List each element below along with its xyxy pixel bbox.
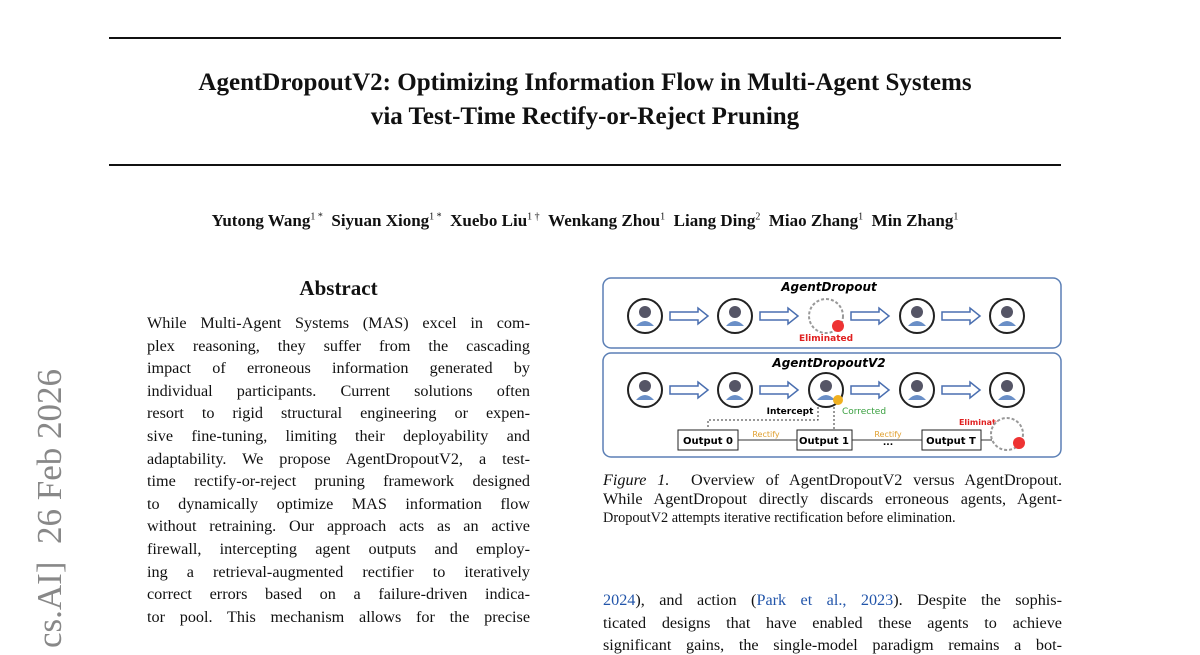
output-box: Output 1 [799, 436, 849, 447]
author-name: Miao Zhang [768, 211, 859, 230]
author: Min Zhang1 [872, 211, 959, 230]
abstract-line: While Multi-Agent Systems (MAS) excel in… [147, 314, 530, 332]
citation: Park et al., 2023 [756, 591, 894, 609]
citation: 2024 [603, 591, 636, 609]
abstract-line: individual participants. Current solutio… [147, 381, 530, 400]
corrected-label: Corrected [842, 407, 886, 417]
intercept-label: Intercept [767, 407, 814, 417]
author-name: Min Zhang [871, 211, 954, 230]
category: cs.AI] [30, 561, 69, 649]
caption: Figure 1. Overview of AgentDropoutV2 ver… [603, 471, 1062, 528]
caption-label: Figure 1. [603, 471, 670, 489]
body-line: significant gains, the single-model para… [603, 636, 1062, 655]
date: 26 Feb 2026 [30, 369, 69, 544]
text: ). Despite the sophis- [893, 591, 1062, 609]
abstract-line: time rectify-or-reject pruning framework… [147, 472, 530, 491]
authors: Yutong Wang1 * Siyuan Xiong1 * Xuebo Liu… [0, 211, 1170, 231]
author: Yutong Wang1 * [212, 211, 332, 230]
author-name: Wenkang Zhou [548, 211, 661, 230]
rectify-label: Rectify [752, 430, 780, 439]
eliminated-label: Eliminated [799, 334, 853, 344]
text: ticated designs that have enabled these … [603, 613, 1062, 632]
body-line: 2024), and action (Park et al., 2023). D… [603, 591, 1062, 610]
affiliation: 1 * [429, 211, 442, 223]
abstract-line: sive fine-tuning, limiting their deploya… [147, 427, 530, 445]
affiliation: 1 † [527, 211, 540, 223]
author: Liang Ding2 [674, 211, 769, 230]
abstract-line: correct errors based on a failure-driven… [147, 585, 530, 604]
abstract-line: ing a retrieval-augmented rectifier to i… [147, 562, 530, 581]
figure: AgentDropout Eliminated AgentDropoutV2 I… [602, 277, 1062, 458]
affiliation: 2 [755, 211, 761, 223]
eliminated-label: Eliminated [959, 418, 1007, 427]
abstract-line: to dynamically optimize MAS information … [147, 494, 530, 513]
title-line: AgentDropoutV2: Optimizing Information F… [198, 69, 972, 96]
abstract-line: impact of erroneous information generate… [147, 359, 530, 378]
affiliation: 1 [953, 211, 959, 223]
abstract-line: firewall, intercepting agent outputs and… [147, 540, 530, 558]
output-box: Output 0 [683, 436, 733, 447]
affiliation: 1 * [310, 211, 323, 223]
affiliation: 1 [858, 211, 864, 223]
abstract-line: resort to rigid structural engineering o… [147, 404, 530, 423]
author: Miao Zhang1 [769, 211, 872, 230]
abstract-line: adaptability. We propose AgentDropoutV2,… [147, 449, 530, 468]
ellipsis: ... [883, 438, 893, 448]
abstract-line: plex reasoning, they suffer from the cas… [147, 336, 530, 355]
rule [109, 37, 1061, 39]
author: Wenkang Zhou1 [548, 211, 673, 230]
author-name: Yutong Wang [211, 211, 311, 230]
text: significant gains, the single-model para… [603, 636, 1062, 655]
panel-title: AgentDropout [780, 280, 878, 294]
author-name: Xuebo Liu [450, 211, 528, 230]
caption-line: Overview of AgentDropoutV2 versus AgentD… [691, 471, 1062, 489]
text: ), and action ( [635, 591, 757, 609]
author-name: Liang Ding [673, 211, 756, 230]
caption-line: While AgentDropout directly discards err… [603, 490, 1062, 508]
rectify-label: Rectify [874, 430, 902, 439]
author: Xuebo Liu1 † [450, 211, 548, 230]
affiliation: 1 [660, 211, 666, 223]
abstract-line: without retraining. Our approach acts as… [147, 517, 530, 536]
rule [109, 164, 1061, 166]
caption-line: DropoutV2 attempts iterative rectificati… [603, 510, 956, 526]
author: Siyuan Xiong1 * [331, 211, 450, 230]
body-line: ticated designs that have enabled these … [603, 614, 1062, 633]
abstract-line: tor pool. This mechanism allows for the … [147, 607, 530, 626]
output-box: Output T [926, 436, 976, 447]
author-name: Siyuan Xiong [331, 211, 430, 230]
panel-title: AgentDropoutV2 [771, 356, 885, 370]
title-line: via Test-Time Rectify-or-Reject Pruning [370, 103, 800, 130]
abstract-heading: Abstract [299, 276, 378, 300]
arxiv-label: cs.AI] 26 Feb 2026 [30, 369, 70, 648]
